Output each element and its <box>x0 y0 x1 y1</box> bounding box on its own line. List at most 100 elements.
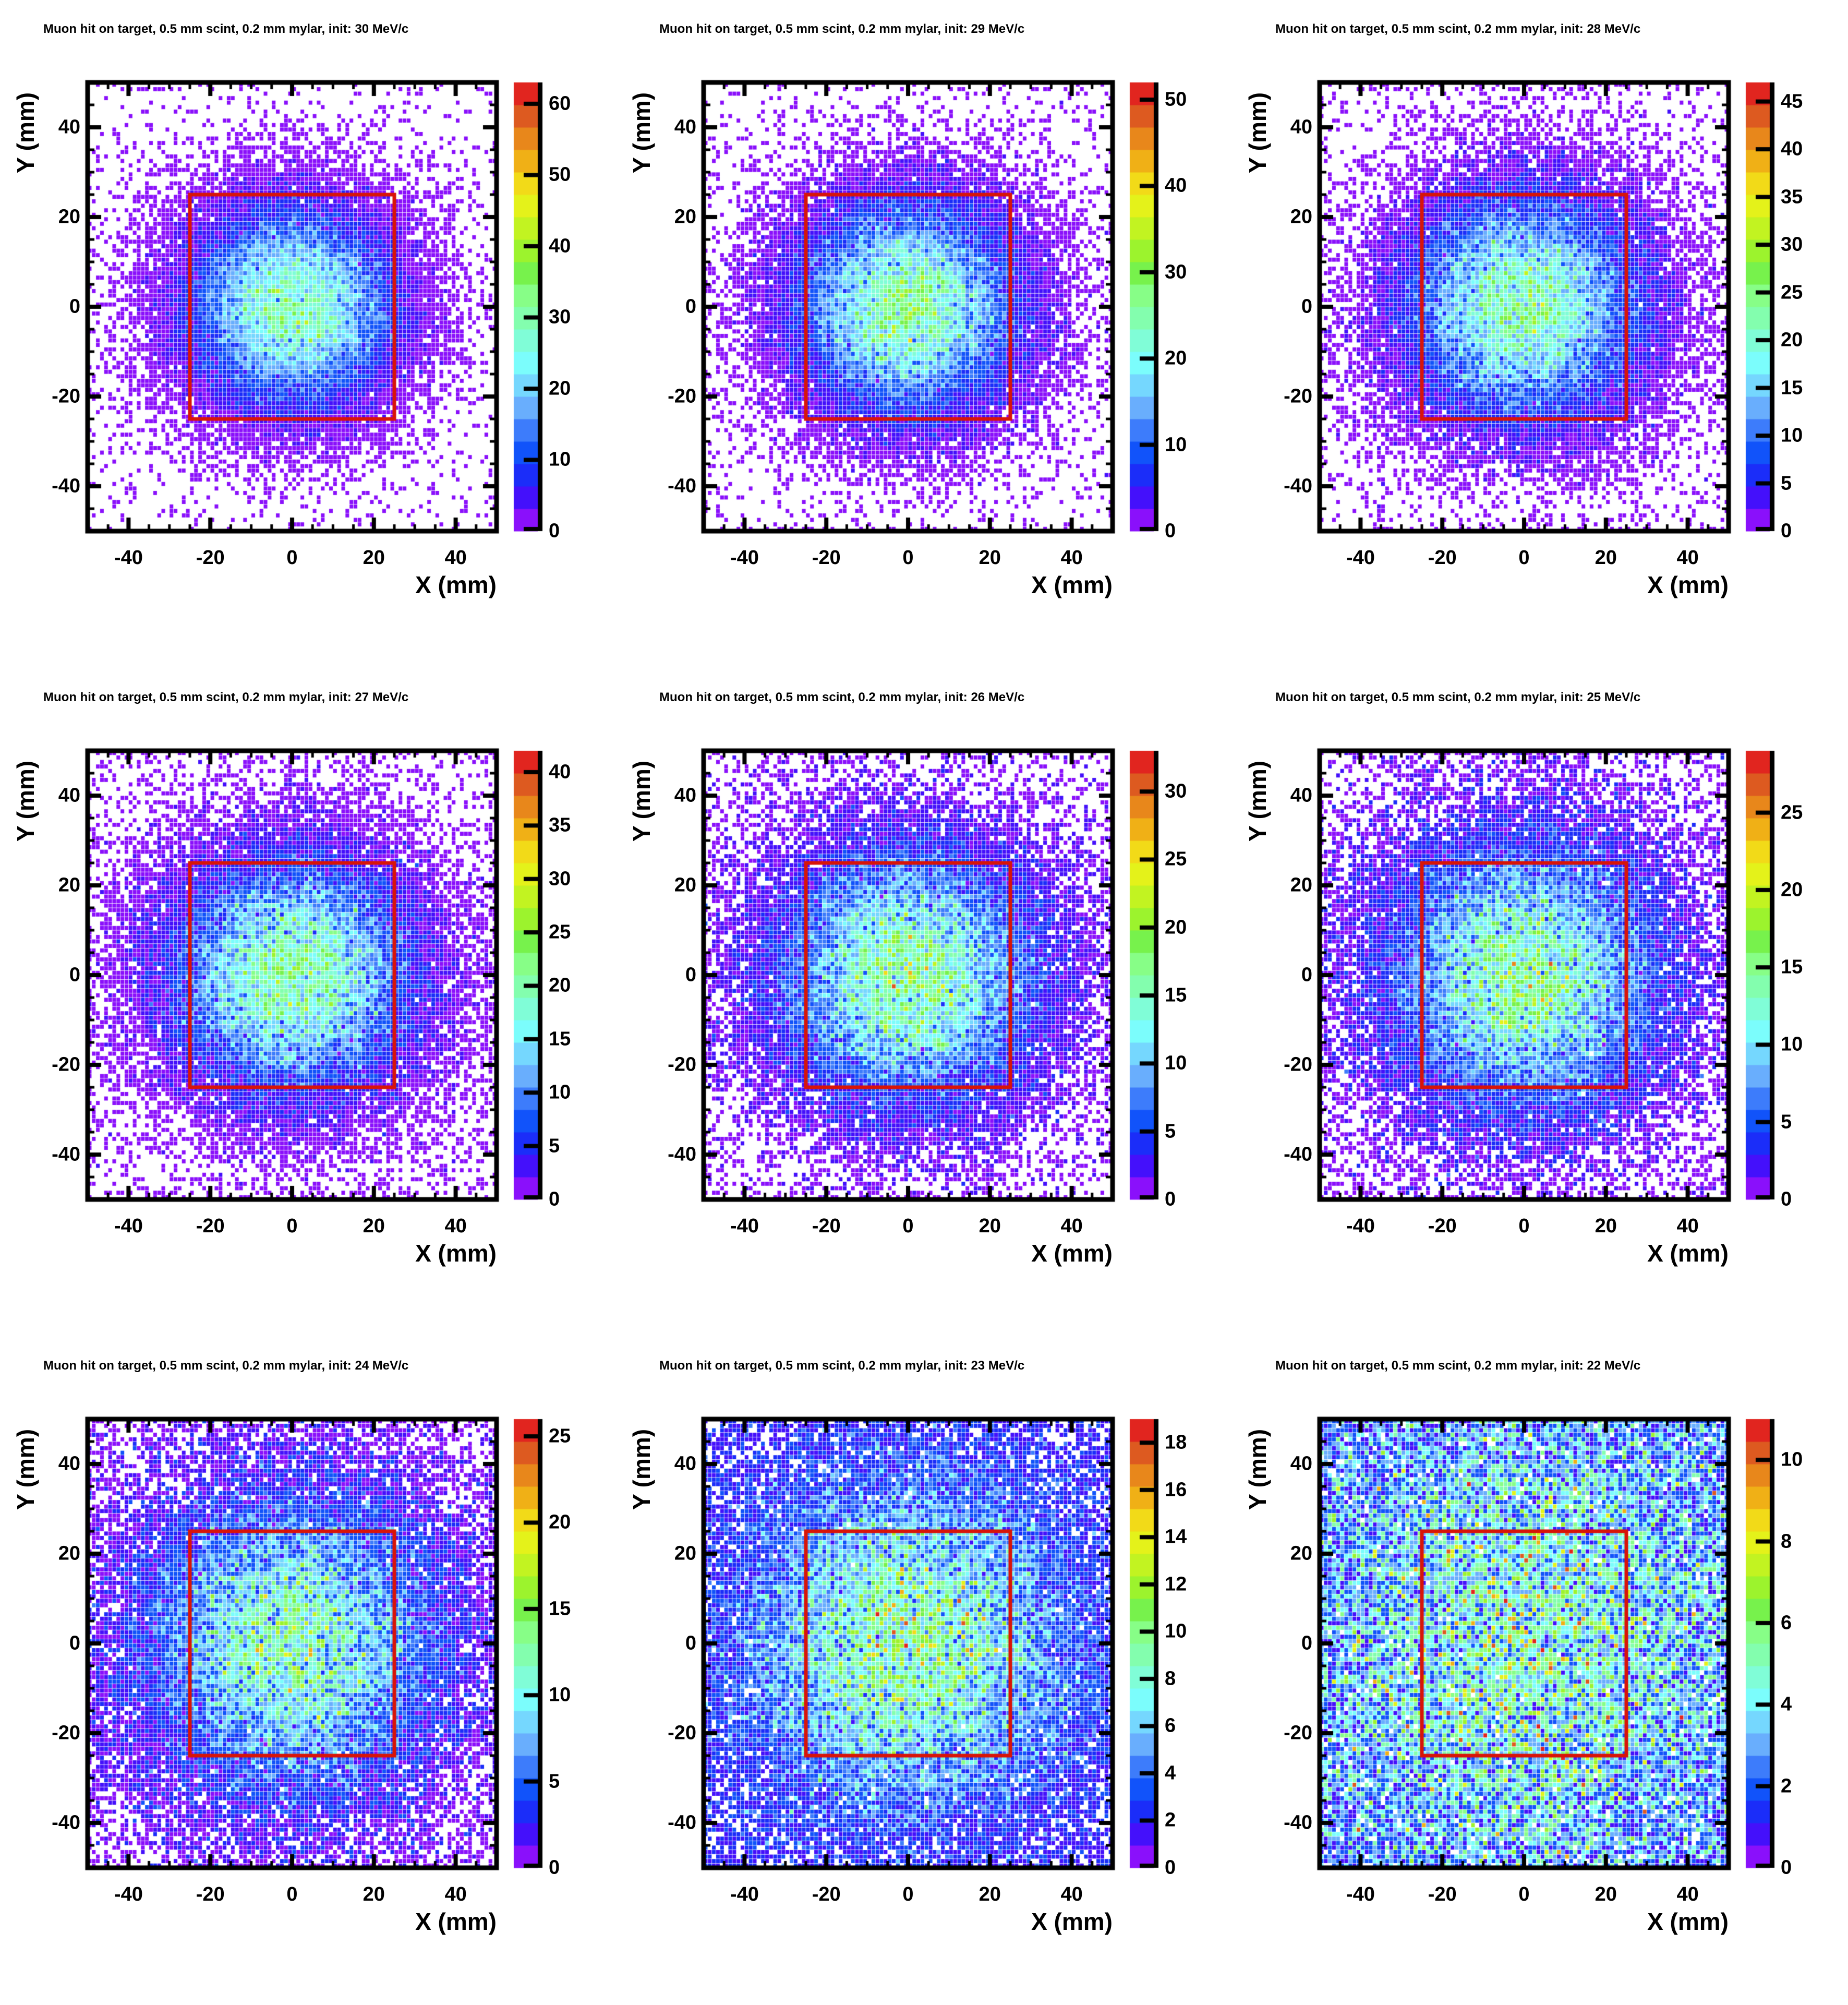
x-tick-label: 0 <box>1518 547 1530 569</box>
colorbar-tick-label: 25 <box>549 921 571 943</box>
colorbar-tick-label: 18 <box>1165 1431 1187 1454</box>
x-axis-title: X (mm) <box>415 1908 497 1935</box>
colorbar-tick-label: 10 <box>549 1081 571 1103</box>
y-tick-label: 40 <box>58 116 80 138</box>
panel-title: Muon hit on target, 0.5 mm scint, 0.2 mm… <box>43 1359 409 1373</box>
x-tick-label: 40 <box>444 1883 467 1905</box>
colorbar-tick-label: 30 <box>1781 233 1803 256</box>
colorbar-tick-label: 0 <box>1165 520 1176 542</box>
x-tick-label: 0 <box>902 1215 914 1237</box>
y-tick-label: -20 <box>668 1053 696 1076</box>
y-tick-label: -20 <box>668 1722 696 1744</box>
colorbar-tick-label: 15 <box>1781 377 1803 399</box>
colorbar-tick-label: 0 <box>549 520 560 542</box>
colorbar-tick-label: 25 <box>1781 801 1803 824</box>
y-tick-label: 40 <box>1290 1452 1312 1475</box>
x-axis-title: X (mm) <box>1647 571 1729 598</box>
y-tick-label: -20 <box>1284 1053 1312 1076</box>
x-tick-label: -20 <box>812 547 841 569</box>
colorbar-tick-label: 0 <box>1781 520 1792 542</box>
x-tick-label: 40 <box>1676 1883 1699 1905</box>
y-tick-label: 0 <box>1301 1632 1312 1654</box>
colorbar-tick-label: 10 <box>1781 1033 1803 1055</box>
y-tick-label: 40 <box>1290 116 1312 138</box>
colorbar-tick-label: 10 <box>549 1684 571 1706</box>
x-tick-label: 0 <box>1518 1215 1530 1237</box>
y-tick-label: -40 <box>1284 475 1312 497</box>
y-tick-label: 40 <box>58 1452 80 1475</box>
x-tick-label: 40 <box>444 1215 467 1237</box>
y-tick-label: 40 <box>674 1452 696 1475</box>
y-tick-label: -40 <box>52 1143 80 1166</box>
x-axis-title: X (mm) <box>1031 1908 1113 1935</box>
y-tick-label: 20 <box>674 1542 696 1565</box>
x-tick-label: 0 <box>902 547 914 569</box>
y-tick-label: -20 <box>668 385 696 407</box>
heatmap-panel-30mevc: Muon hit on target, 0.5 mm scint, 0.2 mm… <box>0 0 616 668</box>
y-tick-label: -40 <box>668 1811 696 1834</box>
y-tick-label: 0 <box>69 1632 80 1654</box>
x-axis-title: X (mm) <box>415 571 497 598</box>
x-tick-label: -40 <box>730 1215 759 1237</box>
heatmap-canvas <box>0 668 616 1337</box>
heatmap-canvas <box>0 1337 616 2005</box>
heatmap-panel-27mevc: Muon hit on target, 0.5 mm scint, 0.2 mm… <box>0 668 616 1337</box>
colorbar-tick-label: 15 <box>1781 956 1803 978</box>
x-axis-title: X (mm) <box>1031 571 1113 598</box>
x-tick-label: -40 <box>730 1883 759 1905</box>
x-axis-title: X (mm) <box>415 1240 497 1267</box>
colorbar-tick-label: 20 <box>549 974 571 997</box>
colorbar-tick-label: 10 <box>1165 1620 1187 1642</box>
x-axis-title: X (mm) <box>1647 1908 1729 1935</box>
x-tick-label: 20 <box>363 547 385 569</box>
colorbar-tick-label: 2 <box>1165 1809 1176 1831</box>
y-tick-label: 0 <box>1301 295 1312 318</box>
heatmap-panel-22mevc: Muon hit on target, 0.5 mm scint, 0.2 mm… <box>1232 1337 1848 2005</box>
y-tick-label: 40 <box>1290 784 1312 807</box>
x-axis-title: X (mm) <box>1647 1240 1729 1267</box>
x-tick-label: -20 <box>196 1883 225 1905</box>
colorbar-tick-label: 40 <box>1165 174 1187 197</box>
y-tick-label: 20 <box>674 874 696 896</box>
colorbar-tick-label: 20 <box>549 1511 571 1533</box>
x-tick-label: 20 <box>1595 1883 1617 1905</box>
colorbar-tick-label: 5 <box>1165 1120 1176 1143</box>
colorbar-tick-label: 12 <box>1165 1573 1187 1595</box>
x-tick-label: 20 <box>1595 547 1617 569</box>
colorbar-tick-label: 15 <box>1165 984 1187 1006</box>
y-tick-label: 20 <box>1290 206 1312 228</box>
x-tick-label: -40 <box>1346 1883 1375 1905</box>
heatmap-panel-23mevc: Muon hit on target, 0.5 mm scint, 0.2 mm… <box>616 1337 1232 2005</box>
y-tick-label: 0 <box>69 964 80 986</box>
y-tick-label: 20 <box>58 1542 80 1565</box>
panel-title: Muon hit on target, 0.5 mm scint, 0.2 mm… <box>1275 690 1641 704</box>
panel-title: Muon hit on target, 0.5 mm scint, 0.2 mm… <box>1275 1359 1641 1373</box>
x-tick-label: 40 <box>444 547 467 569</box>
y-tick-label: 0 <box>685 964 696 986</box>
colorbar-tick-label: 50 <box>1165 88 1187 111</box>
x-tick-label: -20 <box>812 1883 841 1905</box>
x-tick-label: 0 <box>286 1883 298 1905</box>
colorbar-tick-label: 2 <box>1781 1775 1792 1797</box>
x-tick-label: 20 <box>363 1215 385 1237</box>
y-tick-label: 20 <box>1290 874 1312 896</box>
heatmap-panel-29mevc: Muon hit on target, 0.5 mm scint, 0.2 mm… <box>616 0 1232 668</box>
colorbar-tick-label: 20 <box>549 377 571 400</box>
panel-title: Muon hit on target, 0.5 mm scint, 0.2 mm… <box>43 690 409 704</box>
colorbar-tick-label: 10 <box>1165 434 1187 456</box>
x-tick-label: -40 <box>114 1215 143 1237</box>
y-tick-label: 0 <box>69 295 80 318</box>
x-tick-label: -20 <box>812 1215 841 1237</box>
colorbar-tick-label: 0 <box>549 1856 560 1879</box>
panel-title: Muon hit on target, 0.5 mm scint, 0.2 mm… <box>43 22 409 36</box>
colorbar-tick-label: 10 <box>1781 1448 1803 1471</box>
heatmap-canvas <box>616 668 1232 1337</box>
heatmap-panel-24mevc: Muon hit on target, 0.5 mm scint, 0.2 mm… <box>0 1337 616 2005</box>
colorbar-tick-label: 0 <box>1781 1188 1792 1210</box>
colorbar-tick-label: 4 <box>1165 1762 1176 1784</box>
colorbar-tick-label: 20 <box>1165 347 1187 369</box>
colorbar-tick-label: 40 <box>549 235 571 257</box>
colorbar-tick-label: 5 <box>1781 1111 1792 1133</box>
panel-title: Muon hit on target, 0.5 mm scint, 0.2 mm… <box>659 1359 1025 1373</box>
x-axis-title: X (mm) <box>1031 1240 1113 1267</box>
